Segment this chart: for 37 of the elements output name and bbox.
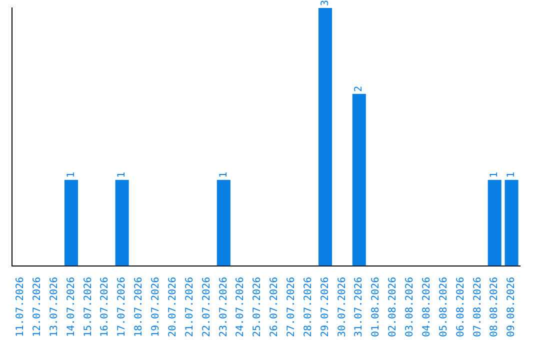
x-tick-label: 11.07.2026: [15, 276, 26, 338]
x-tick-label: 04.08.2026: [421, 276, 432, 338]
data-label: 3: [320, 0, 331, 6]
x-tick-label: 17.07.2026: [116, 276, 128, 338]
x-tick-label: 18.07.2026: [134, 276, 145, 338]
x-tick-label: 15.07.2026: [82, 276, 94, 338]
x-tick-label: 07.08.2026: [472, 276, 484, 338]
data-label: 1: [218, 172, 230, 178]
x-tick-label: 13.07.2026: [48, 276, 60, 338]
x-tick-label: 03.08.2026: [404, 276, 416, 338]
x-tick-label: 23.07.2026: [218, 276, 230, 338]
x-tick-label: 28.07.2026: [302, 276, 314, 338]
x-tick-label: 21.07.2026: [184, 276, 196, 338]
data-label: 1: [116, 172, 128, 178]
x-tick-label: 12.07.2026: [32, 276, 43, 338]
x-tick-label: 31.07.2026: [354, 276, 365, 338]
x-tick-label: 14.07.2026: [66, 276, 77, 338]
x-tick-label: 05.08.2026: [438, 276, 450, 338]
x-tick-label: 02.08.2026: [388, 276, 399, 338]
data-label: 1: [66, 172, 77, 178]
x-tick-label: 08.08.2026: [489, 276, 500, 338]
x-tick-label: 29.07.2026: [320, 276, 331, 338]
x-tick-label: 30.07.2026: [336, 276, 348, 338]
x-tick-label: 22.07.2026: [201, 276, 212, 338]
data-label: 1: [506, 172, 518, 178]
x-tick-label: 20.07.2026: [167, 276, 178, 338]
x-tick-label: 06.08.2026: [455, 276, 466, 338]
x-tick-label: 16.07.2026: [100, 276, 111, 338]
data-label: 2: [354, 86, 365, 92]
data-label: 1: [489, 172, 500, 178]
x-tick-label: 19.07.2026: [150, 276, 162, 338]
x-tick-label: 27.07.2026: [286, 276, 297, 338]
x-tick-label: 09.08.2026: [506, 276, 518, 338]
x-tick-label: 26.07.2026: [269, 276, 280, 338]
x-tick-label: 01.08.2026: [370, 276, 382, 338]
x-tick-label: 24.07.2026: [235, 276, 246, 338]
x-tick-label: 25.07.2026: [252, 276, 264, 338]
